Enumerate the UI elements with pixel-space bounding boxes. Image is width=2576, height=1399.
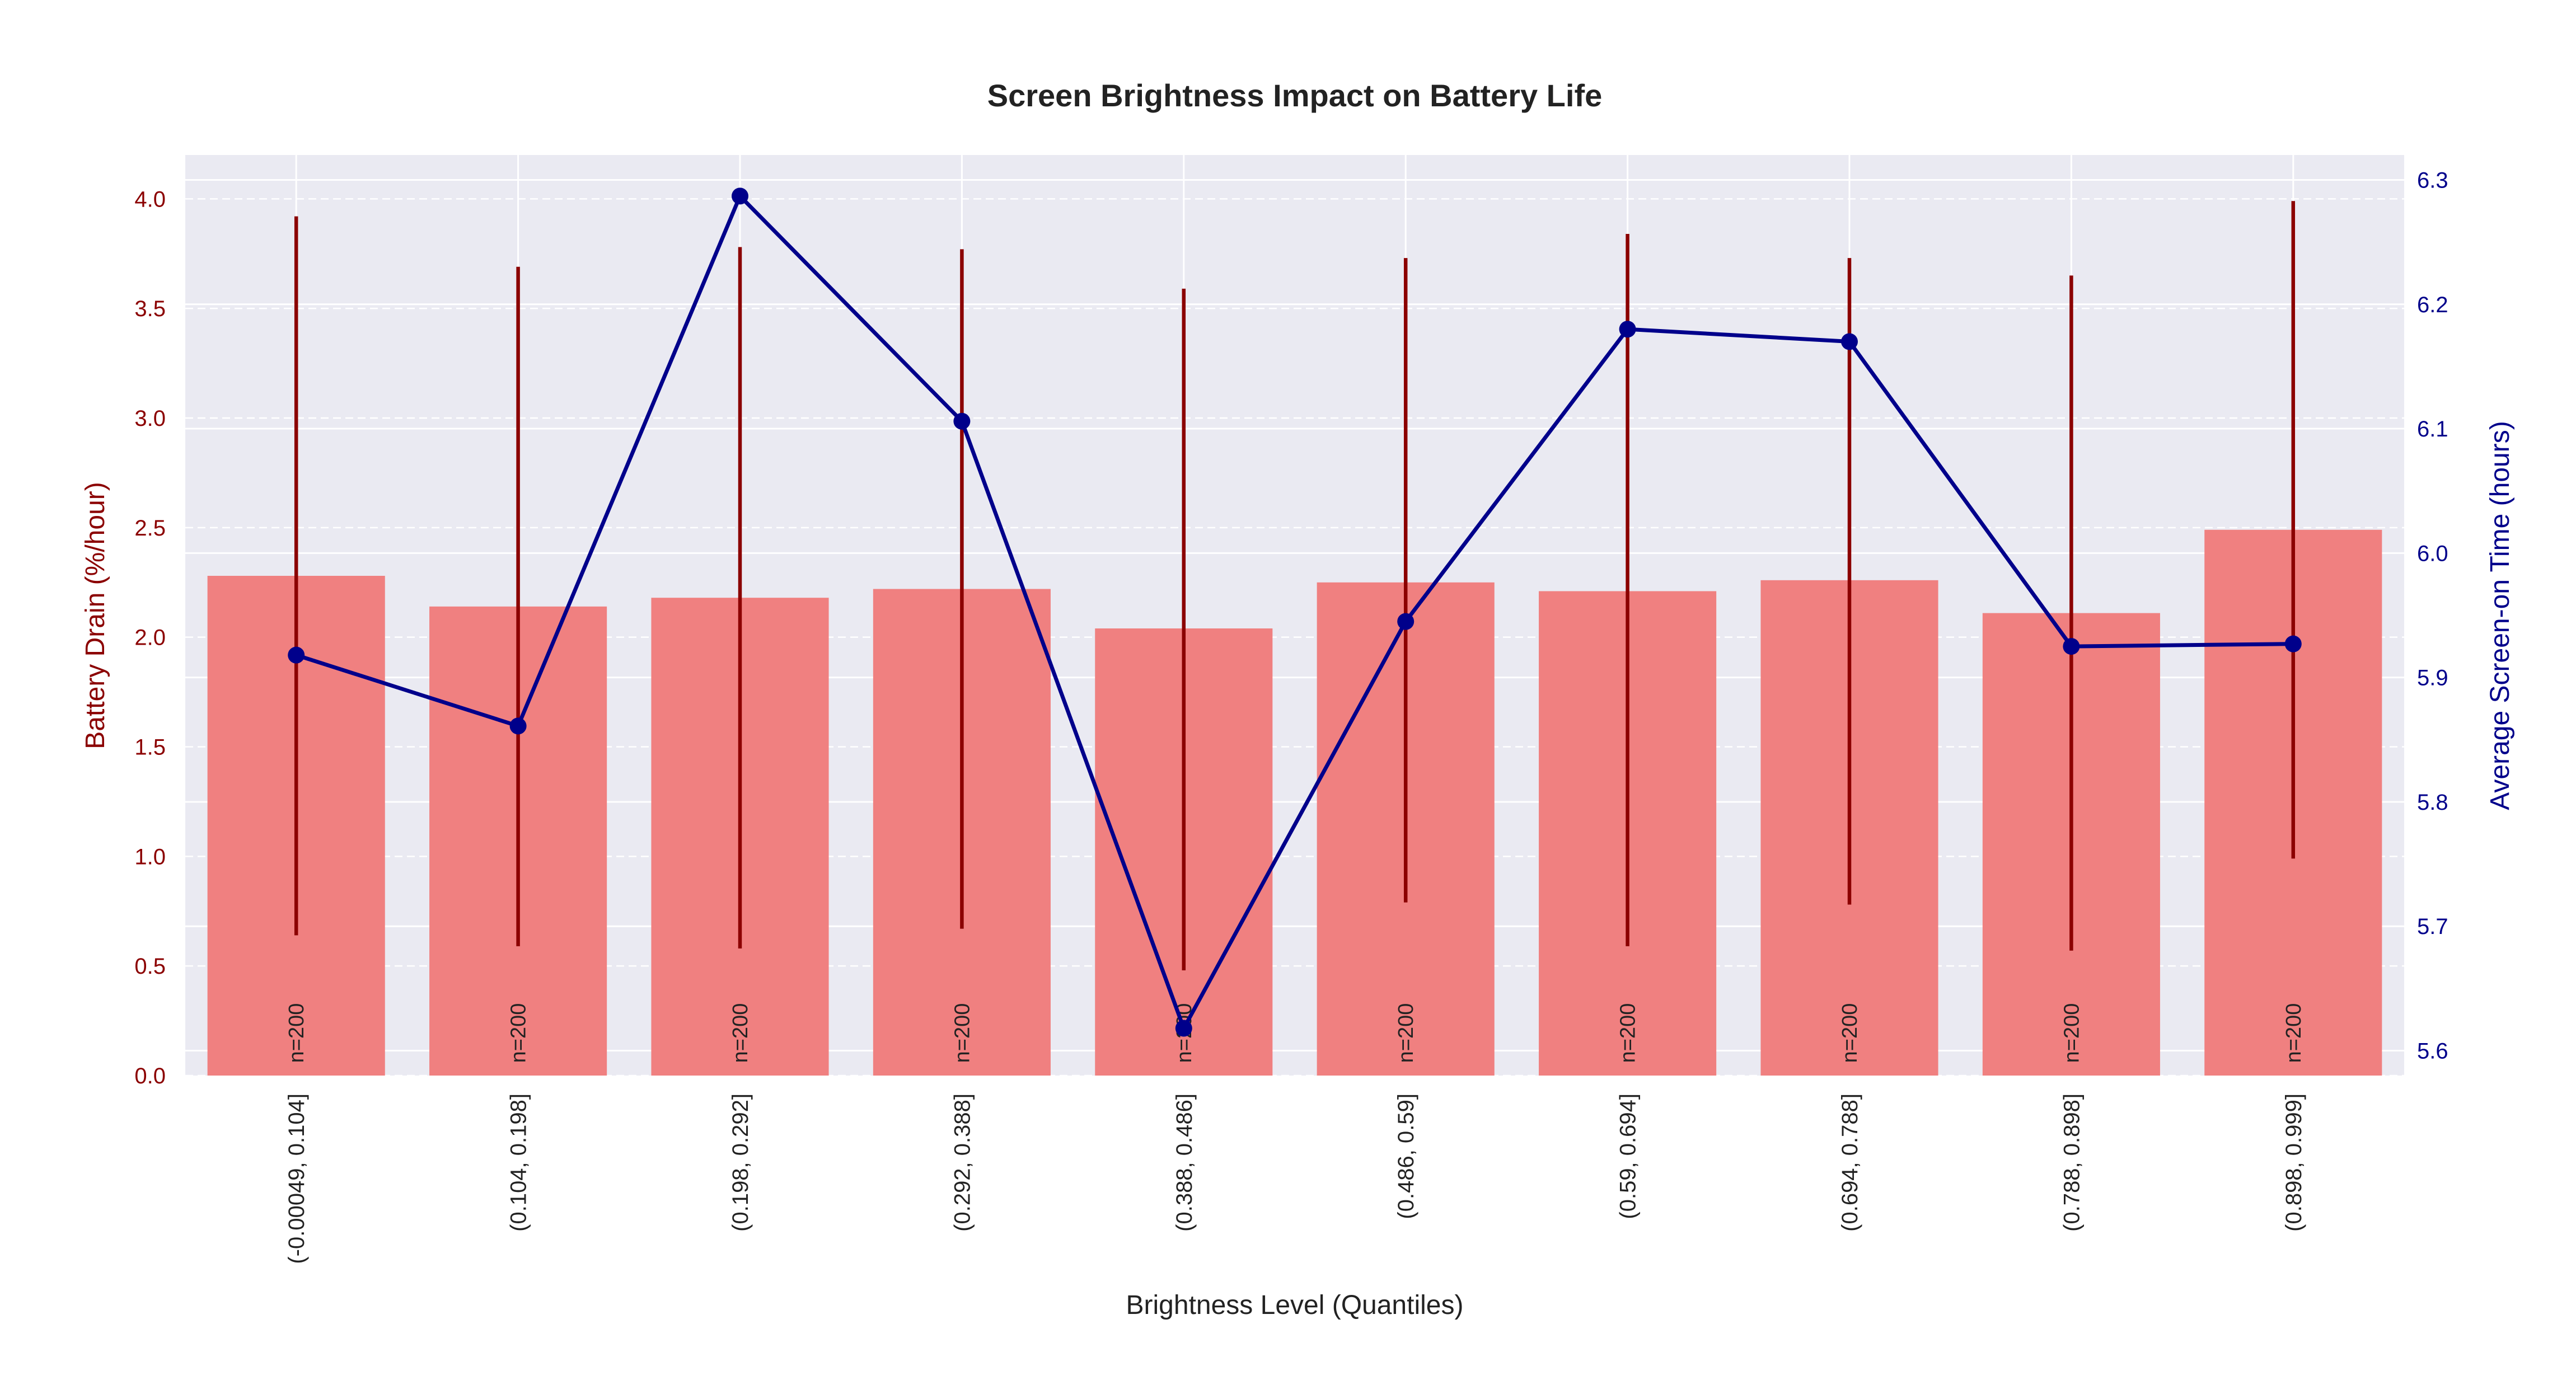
x-tick-label: (0.292, 0.388] [950,1093,975,1232]
count-label: n=200 [1394,1003,1418,1063]
y-axis-label-left: Battery Drain (%/hour) [81,482,110,749]
left-tick-label: 1.5 [134,735,166,760]
right-axis-ticks: 5.6 5.7 5.8 5.9 6.0 6.1 6.2 6.3 [2417,168,2448,1063]
left-tick-label: 2.0 [134,626,166,650]
line-point [1841,333,1858,350]
line-point [1619,321,1636,338]
screen-on-time-line-path [296,194,2293,1031]
x-tick-label: (0.104, 0.198] [507,1093,531,1232]
left-tick-label: 2.5 [134,516,166,541]
count-label: n=200 [507,1003,531,1063]
x-tick-label: (0.198, 0.292] [728,1093,753,1232]
count-label: n=200 [950,1003,974,1063]
line-point [2063,638,2080,655]
y-axis-label-right: Average Screen-on Time (hours) [2485,421,2515,810]
right-tick-label: 5.8 [2417,790,2448,815]
x-tick-label: (0.694, 0.788] [1838,1093,1862,1232]
right-tick-label: 5.9 [2417,666,2448,691]
right-tick-label: 6.1 [2417,417,2448,442]
count-label: n=200 [1617,1003,1640,1063]
right-tick-label: 5.6 [2417,1039,2448,1064]
left-tick-label: 3.5 [134,297,166,321]
line-point [288,646,305,664]
x-tick-label: (0.898, 0.999] [2282,1093,2306,1232]
count-label: n=200 [729,1003,752,1063]
left-tick-label: 0.0 [134,1064,166,1088]
line-point [1397,613,1415,630]
x-tick-label: (-0.00049, 0.104] [284,1093,309,1264]
bars [207,529,2382,1076]
right-tick-label: 6.0 [2417,541,2448,566]
left-tick-label: 4.0 [134,187,166,212]
line-point [2284,635,2302,652]
line-point [509,717,527,735]
line-point [732,187,748,205]
x-tick-label: (0.788, 0.898] [2059,1093,2084,1232]
line-point [953,412,971,430]
error-bars [294,201,2296,970]
x-tick-label: (0.59, 0.694] [1616,1093,1641,1219]
count-label: n=200 [2060,1003,2083,1063]
x-tick-label: (0.486, 0.59] [1394,1093,1418,1219]
left-tick-label: 1.0 [134,844,166,869]
left-axis-ticks: 0.0 0.5 1.0 1.5 2.0 2.5 3.0 3.5 4.0 [134,187,166,1088]
count-label: n=200 [285,1003,308,1063]
x-axis-label: Brightness Level (Quantiles) [1126,1290,1464,1320]
left-tick-label: 0.5 [134,954,166,979]
chart-title: Screen Brightness Impact on Battery Life [987,78,1603,113]
left-tick-label: 3.0 [134,406,166,431]
x-axis-ticks: (-0.00049, 0.104] (0.104, 0.198] (0.198, 0… [284,1093,2306,1264]
right-tick-label: 6.3 [2417,168,2448,193]
count-label: n=200 [2282,1003,2306,1063]
count-label: n=200 [1838,1003,1862,1063]
right-tick-label: 5.7 [2417,914,2448,939]
x-tick-label: (0.388, 0.486] [1172,1093,1197,1232]
line-point [1175,1020,1192,1037]
right-tick-label: 6.2 [2417,293,2448,317]
screen-on-time-line [288,187,2302,1037]
